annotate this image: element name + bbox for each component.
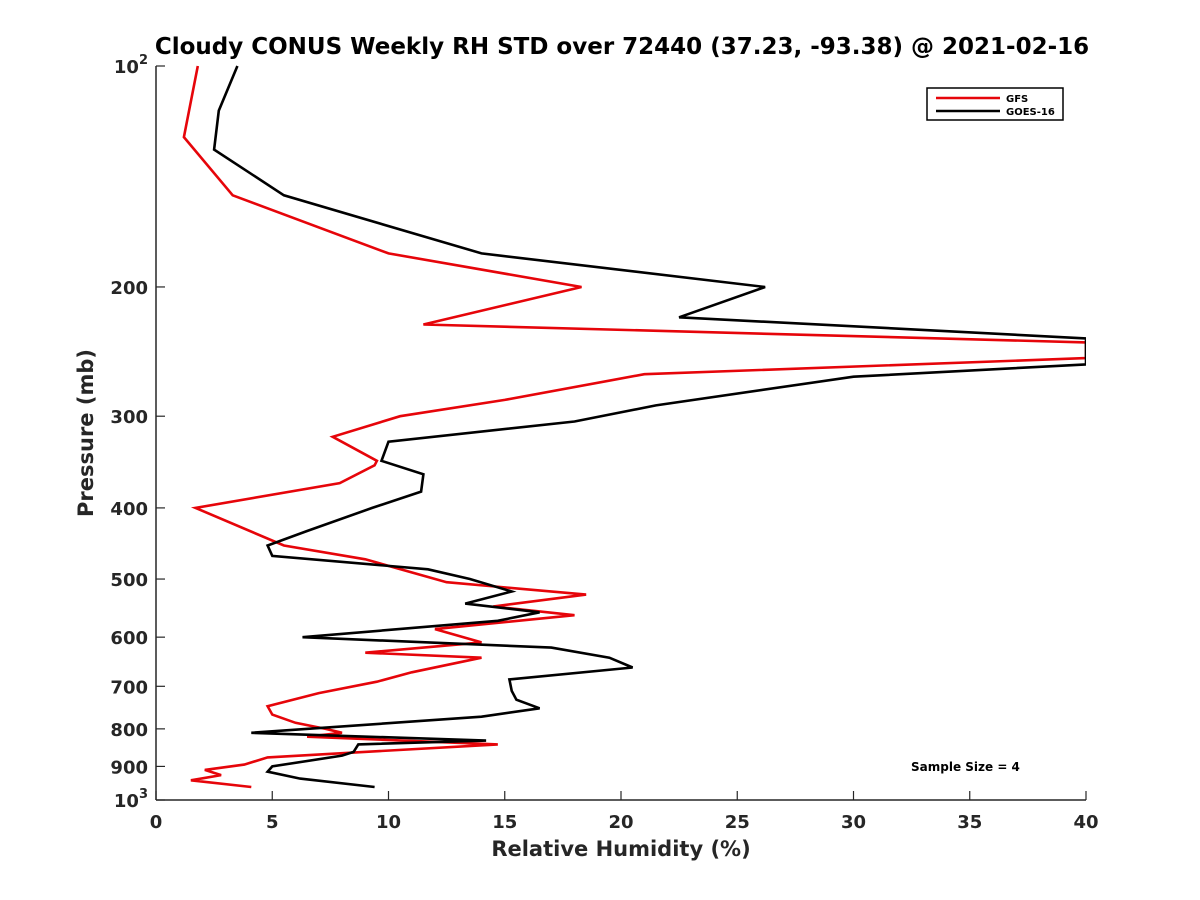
- x-tick-label: 15: [492, 812, 517, 833]
- x-tick-label: 0: [150, 812, 163, 833]
- y-tick-base: 400: [110, 499, 148, 520]
- y-tick-base: 800: [110, 720, 148, 741]
- x-tick-label: 10: [376, 812, 401, 833]
- y-tick-base: 300: [110, 407, 148, 428]
- series-line-gfs: [182, 65, 1086, 789]
- y-tick-base: 700: [110, 677, 148, 698]
- legend-box: [926, 87, 1064, 121]
- series-lines: [182, 65, 1086, 789]
- x-tick-label: 40: [1073, 812, 1098, 833]
- plot-area: 0 5 10 15 20 25 30 35 40 10220030040050060070080…: [110, 53, 1098, 833]
- x-tick-label: 20: [608, 812, 633, 833]
- y-axis-label: Pressure (mb): [74, 349, 98, 517]
- y-tick-base: 10: [114, 791, 139, 812]
- x-ticks: 0 5 10 15 20 25 30 35 40: [150, 791, 1099, 833]
- chart-title: Cloudy CONUS Weekly RH STD over 72440 (3…: [155, 34, 1089, 60]
- y-tick-label: 900: [110, 757, 148, 778]
- x-tick-label: 30: [841, 812, 866, 833]
- x-tick-label: 35: [957, 812, 982, 833]
- x-tick-label: 25: [725, 812, 750, 833]
- y-tick-label: 800: [110, 720, 148, 741]
- sample-size-annotation: Sample Size = 4: [911, 760, 1020, 774]
- y-tick-exponent: 3: [139, 787, 148, 802]
- y-tick-base: 500: [110, 570, 148, 591]
- legend-label: GFS: [1006, 94, 1028, 105]
- x-tick-label: 5: [266, 812, 279, 833]
- y-tick-label: 500: [110, 570, 148, 591]
- y-tick-base: 200: [110, 278, 148, 299]
- legend: GFS GOES-16: [926, 87, 1064, 121]
- y-tick-label: 700: [110, 677, 148, 698]
- y-tick-base: 600: [110, 628, 148, 649]
- legend-label: GOES-16: [1006, 107, 1055, 118]
- y-tick-label: 200: [110, 278, 148, 299]
- y-tick-label: 103: [114, 787, 148, 812]
- y-tick-label: 600: [110, 628, 148, 649]
- series-line-goes-16: [212, 65, 1086, 789]
- y-tick-label: 300: [110, 407, 148, 428]
- y-tick-base: 10: [114, 57, 139, 78]
- y-tick-label: 400: [110, 499, 148, 520]
- x-axis-label: Relative Humidity (%): [491, 837, 750, 861]
- y-tick-base: 900: [110, 757, 148, 778]
- y-tick-exponent: 2: [139, 53, 148, 68]
- y-tick-label: 102: [114, 53, 148, 78]
